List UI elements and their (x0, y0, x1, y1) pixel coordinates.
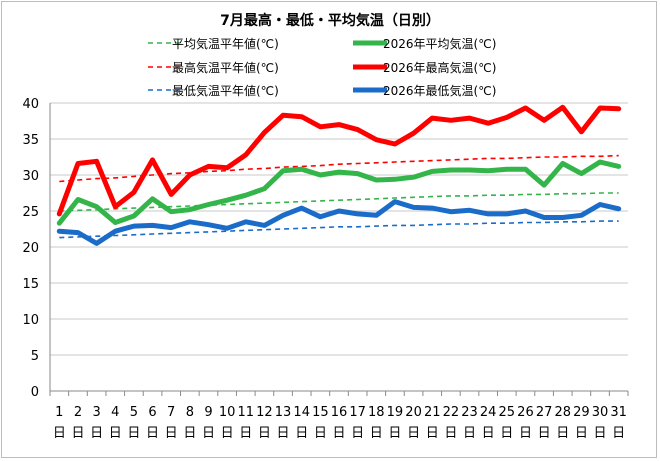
x-tick-label-11: 11 (238, 405, 255, 420)
x-tick-suffix-13: 日 (277, 426, 290, 441)
x-tick-suffix-25: 日 (500, 426, 513, 441)
x-tick-label-28: 28 (554, 405, 571, 420)
x-tick-label-18: 18 (368, 405, 385, 420)
x-tick-label-30: 30 (592, 405, 609, 420)
x-tick-label-21: 21 (424, 405, 441, 420)
y-tick-label-0: 0 (31, 385, 39, 400)
x-tick-label-2: 2 (74, 405, 82, 420)
x-tick-label-12: 12 (256, 405, 273, 420)
y-tick-label-30: 30 (22, 169, 39, 184)
x-tick-suffix-26: 日 (519, 426, 532, 441)
x-tick-label-27: 27 (536, 405, 553, 420)
x-tick-suffix-7: 日 (165, 426, 178, 441)
y-tick-label-40: 40 (22, 97, 39, 112)
x-tick-label-9: 9 (204, 405, 212, 420)
x-tick-suffix-31: 日 (612, 426, 625, 441)
x-tick-suffix-8: 日 (183, 426, 196, 441)
series-line-3 (56, 104, 622, 217)
x-tick-suffix-29: 日 (575, 426, 588, 441)
x-tick-label-22: 22 (443, 405, 460, 420)
x-tick-suffix-28: 日 (556, 426, 569, 441)
legend-label-0: 平均気温平年値(℃) (172, 36, 279, 51)
x-tick-label-4: 4 (111, 405, 119, 420)
x-tick-suffix-2: 日 (71, 426, 84, 441)
y-tick-label-25: 25 (22, 205, 39, 220)
x-tick-suffix-22: 日 (444, 426, 457, 441)
x-tick-suffix-1: 日 (53, 426, 66, 441)
x-tick-label-29: 29 (573, 405, 590, 420)
x-tick-label-3: 3 (92, 405, 100, 420)
x-tick-label-20: 20 (405, 405, 422, 420)
legend-label-3: 2026年最高気温(℃) (383, 60, 496, 75)
series-line-5 (56, 199, 622, 246)
x-tick-suffix-9: 日 (202, 426, 215, 441)
series-line-2 (59, 154, 619, 183)
x-tick-label-8: 8 (186, 405, 194, 420)
x-tick-label-14: 14 (293, 405, 310, 420)
x-tick-suffix-5: 日 (127, 426, 140, 441)
x-tick-suffix-27: 日 (538, 426, 551, 441)
x-tick-label-17: 17 (349, 405, 366, 420)
x-tick-suffix-6: 日 (146, 426, 159, 441)
y-tick-label-5: 5 (31, 349, 39, 364)
x-tick-suffix-24: 日 (482, 426, 495, 441)
x-tick-label-10: 10 (219, 405, 236, 420)
y-tick-label-35: 35 (22, 133, 39, 148)
x-tick-label-25: 25 (499, 405, 516, 420)
legend-label-4: 最低気温平年値(℃) (172, 83, 279, 98)
x-tick-label-31: 31 (610, 405, 627, 420)
x-tick-label-5: 5 (130, 405, 138, 420)
legend-label-1: 2026年平均気温(℃) (383, 36, 496, 51)
gridlines (50, 102, 628, 392)
x-tick-label-16: 16 (331, 405, 348, 420)
x-tick-label-24: 24 (480, 405, 497, 420)
y-tick-label-20: 20 (22, 241, 39, 256)
x-tick-suffix-30: 日 (594, 426, 607, 441)
x-tick-suffix-14: 日 (295, 426, 308, 441)
axes: 05101520253035401日2日3日4日5日6日7日8日9日10日11日… (22, 97, 629, 441)
x-tick-suffix-19: 日 (388, 426, 401, 441)
series-line-1 (56, 159, 622, 226)
x-tick-label-7: 7 (167, 405, 175, 420)
series-line-4 (59, 220, 619, 239)
x-tick-suffix-23: 日 (463, 426, 476, 441)
series-line-0 (59, 192, 619, 212)
x-tick-label-15: 15 (312, 405, 329, 420)
legend-label-2: 最高気温平年値(℃) (172, 60, 279, 75)
x-tick-suffix-12: 日 (258, 426, 271, 441)
x-tick-suffix-15: 日 (314, 426, 327, 441)
legend-label-5: 2026年最低気温(℃) (383, 83, 496, 98)
x-tick-suffix-11: 日 (239, 426, 252, 441)
x-tick-label-19: 19 (387, 405, 404, 420)
x-tick-suffix-16: 日 (332, 426, 345, 441)
x-tick-label-13: 13 (275, 405, 292, 420)
x-tick-suffix-18: 日 (370, 426, 383, 441)
x-tick-label-26: 26 (517, 405, 534, 420)
x-tick-suffix-20: 日 (407, 426, 420, 441)
x-tick-suffix-10: 日 (221, 426, 234, 441)
y-tick-label-10: 10 (22, 313, 39, 328)
x-tick-label-6: 6 (148, 405, 156, 420)
legend: 平均気温平年値(℃) 2026年平均気温(℃) 最高気温平年値(℃) 2026年最高気… (148, 36, 496, 98)
x-tick-suffix-4: 日 (109, 426, 122, 441)
x-tick-label-23: 23 (461, 405, 478, 420)
x-tick-suffix-17: 日 (351, 426, 364, 441)
x-tick-label-1: 1 (55, 405, 63, 420)
series-lines (56, 104, 622, 246)
x-tick-suffix-3: 日 (90, 426, 103, 441)
chart-title: 7月最高・最低・平均気温（日別） (220, 13, 440, 29)
y-tick-label-15: 15 (22, 277, 39, 292)
x-tick-suffix-21: 日 (426, 426, 439, 441)
